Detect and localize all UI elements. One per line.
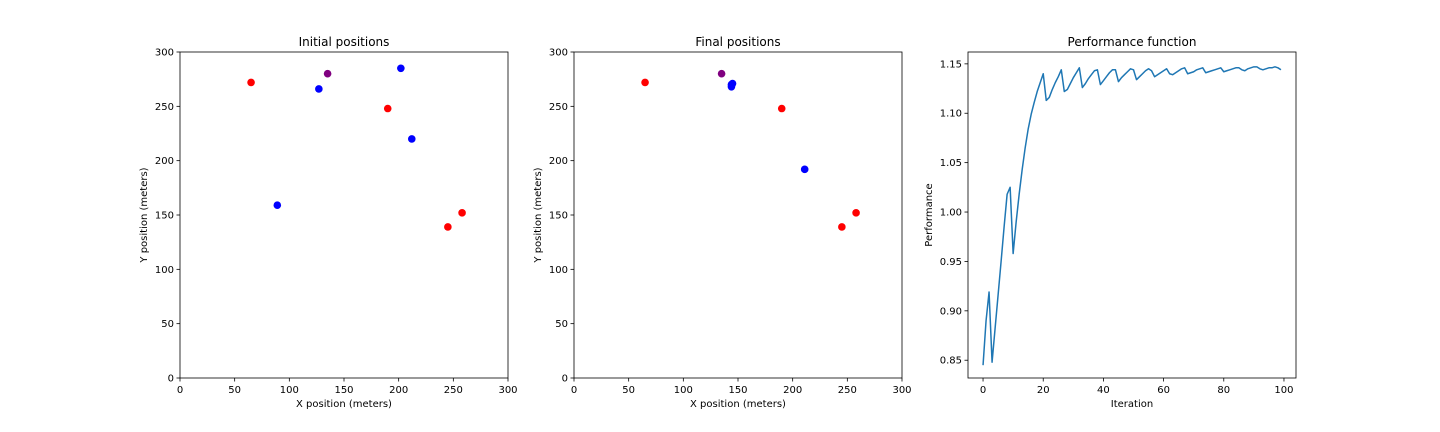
x-tick-label: 80 (1217, 385, 1230, 396)
y-tick-label: 0 (168, 374, 174, 385)
data-point (397, 64, 405, 73)
data-point (777, 104, 786, 113)
x-tick-label: 50 (228, 385, 241, 396)
plot-frame (573, 51, 903, 379)
plot-frame (179, 51, 509, 379)
y-tick-label: 1.00 (940, 208, 962, 219)
y-axis-label: Performance (924, 183, 935, 246)
y-tick-label: 0.85 (940, 356, 962, 367)
x-tick-label: 100 (280, 385, 299, 396)
x-axis-label: X position (meters) (690, 399, 786, 410)
x-tick-label: 200 (783, 385, 802, 396)
x-tick-label: 0 (571, 385, 577, 396)
data-point (458, 209, 466, 217)
x-tick-label: 150 (728, 385, 747, 396)
data-point (273, 201, 282, 210)
y-tick-label: 0.90 (940, 306, 962, 317)
y-axis-label: Y position (meters) (139, 167, 150, 263)
x-tick-label: 150 (334, 385, 353, 396)
y-tick-label: 50 (161, 319, 174, 330)
y-tick-label: 250 (549, 102, 568, 113)
data-point (838, 223, 846, 231)
x-tick-label: 50 (622, 385, 635, 396)
performance-function-chart: 0 20 40 60 80 100 0.85 0.90 0.95 1.00 1.05 1.10 1.15… (924, 35, 1297, 410)
y-tick-label: 1.15 (940, 59, 962, 70)
data-point (383, 104, 392, 113)
x-tick-label: 200 (389, 385, 408, 396)
y-tick-label: 100 (155, 265, 174, 276)
y-tick-label: 200 (549, 156, 568, 167)
x-axis-label: Iteration (1111, 399, 1153, 410)
x-tick-label: 0 (980, 385, 986, 396)
y-tick-label: 300 (549, 48, 568, 59)
x-tick-label: 100 (674, 385, 693, 396)
initial-positions-chart: 0 50 100 150 200 250 300 0 50 100 150 200 250 300 Init… (139, 35, 518, 410)
data-point (323, 69, 332, 78)
x-tick-label: 250 (444, 385, 463, 396)
y-tick-label: 250 (155, 102, 174, 113)
y-tick-label: 1.05 (940, 158, 962, 169)
x-axis-label: X position (meters) (296, 399, 392, 410)
x-tick-label: 300 (892, 385, 911, 396)
data-point (407, 135, 416, 143)
chart-title: Performance function (1068, 35, 1197, 49)
y-tick-label: 0 (562, 374, 568, 385)
x-tick-label: 40 (1097, 385, 1110, 396)
data-point (852, 209, 860, 217)
data-point (641, 78, 649, 87)
data-point (444, 223, 452, 231)
plot-frame (967, 51, 1297, 379)
x-tick-label: 100 (1274, 385, 1293, 396)
data-point (717, 69, 726, 78)
x-tick-label: 60 (1157, 385, 1170, 396)
y-tick-label: 0.95 (940, 257, 962, 268)
y-tick-label: 150 (549, 211, 568, 222)
chart-title: Final positions (695, 35, 780, 49)
chart-title: Initial positions (299, 35, 390, 49)
y-axis-label: Y position (meters) (533, 167, 544, 263)
x-tick-label: 250 (838, 385, 857, 396)
y-tick-label: 50 (555, 319, 568, 330)
data-point (727, 82, 736, 91)
data-point (315, 85, 323, 93)
x-tick-label: 0 (177, 385, 183, 396)
y-tick-label: 200 (155, 156, 174, 167)
x-tick-label: 20 (1037, 385, 1050, 396)
series-line (982, 66, 1282, 366)
y-tick-label: 150 (155, 211, 174, 222)
x-tick-label: 300 (498, 385, 517, 396)
data-point (800, 165, 809, 174)
y-tick-label: 300 (155, 48, 174, 59)
final-positions-chart: 0 50 100 150 200 250 300 0 50 100 150 200 250 300 Fina… (533, 35, 912, 410)
y-tick-label: 1.10 (940, 109, 962, 120)
data-point (247, 78, 255, 87)
y-tick-label: 100 (549, 265, 568, 276)
